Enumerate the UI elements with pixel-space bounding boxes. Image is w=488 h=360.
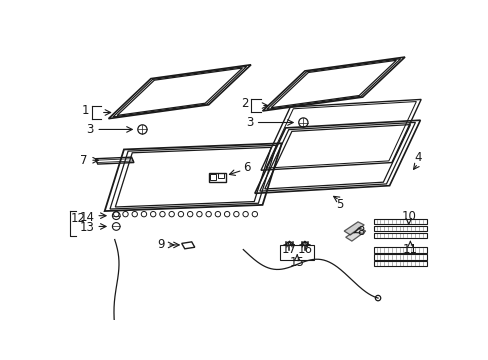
Bar [373, 261, 426, 266]
Bar [373, 247, 426, 253]
Text: 15: 15 [289, 256, 304, 269]
Text: 4: 4 [413, 150, 421, 164]
Bar [210, 174, 216, 180]
Text: 2: 2 [241, 97, 248, 110]
Bar [373, 254, 426, 260]
Text: 8: 8 [357, 225, 364, 238]
Bar [218, 173, 224, 178]
Text: 12: 12 [70, 212, 85, 225]
Text: 17: 17 [282, 243, 296, 256]
Bar [280, 245, 313, 260]
Polygon shape [345, 228, 365, 241]
Text: 11: 11 [402, 243, 417, 256]
Bar [373, 233, 426, 238]
Bar [373, 226, 426, 231]
Text: 3: 3 [245, 116, 253, 129]
Text: 10: 10 [401, 210, 415, 223]
Text: 1: 1 [81, 104, 89, 117]
Text: 9: 9 [157, 238, 164, 251]
Text: 3: 3 [86, 123, 94, 136]
Text: 14: 14 [80, 211, 94, 224]
Text: 13: 13 [80, 221, 94, 234]
Text: 16: 16 [297, 243, 312, 256]
Text: 5: 5 [335, 198, 343, 211]
Bar [373, 219, 426, 224]
Text: 7: 7 [80, 154, 87, 167]
Text: 6: 6 [243, 161, 250, 175]
Bar [208, 172, 225, 182]
Polygon shape [344, 222, 364, 235]
